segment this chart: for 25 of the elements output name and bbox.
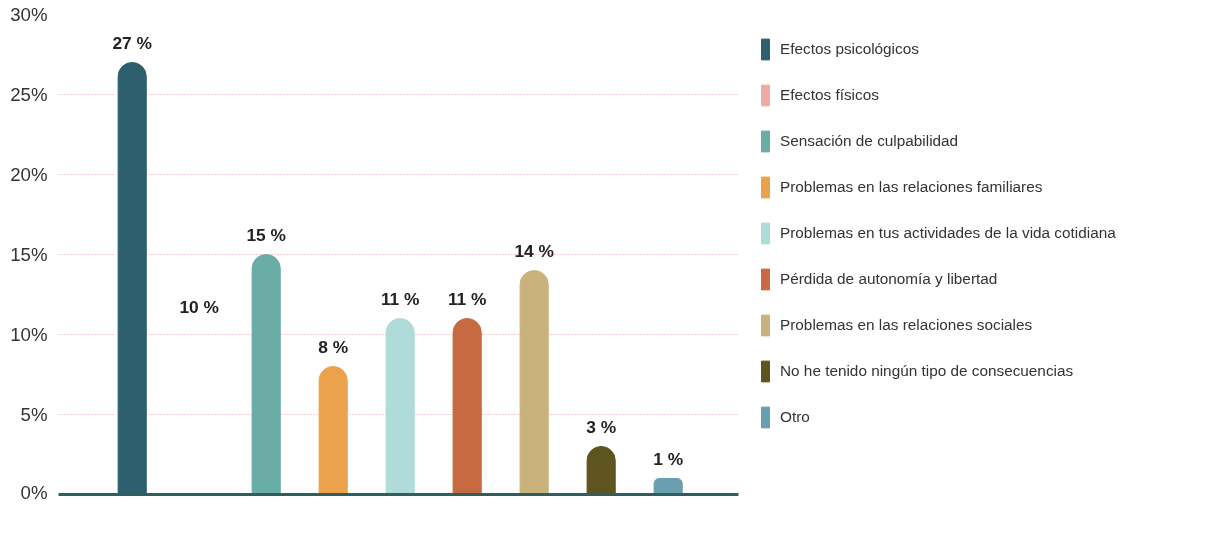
legend-label: Problemas en tus actividades de la vida cotidiana xyxy=(780,224,1116,242)
annotation: 10 % xyxy=(179,296,219,317)
data-label: 11 % xyxy=(380,288,420,309)
legend-label: Efectos psicológicos xyxy=(780,40,919,58)
legend-label: Otro xyxy=(780,408,810,426)
data-label: 3 % xyxy=(586,416,617,437)
legend-label: Pérdida de autonomía y libertad xyxy=(780,270,998,288)
data-label: 1 % xyxy=(653,448,684,469)
legend-label: Problemas en las relaciones sociales xyxy=(780,316,1033,334)
y-tick-label: 0% xyxy=(20,481,48,503)
legend-label: No he tenido ningún tipo de consecuencias xyxy=(780,362,1074,380)
data-label: 11 % xyxy=(447,288,487,309)
data-label: 8 % xyxy=(318,336,349,357)
y-tick-label: 20% xyxy=(10,164,48,185)
y-tick-label: 30% xyxy=(10,4,48,25)
y-tick-label: 10% xyxy=(10,324,48,345)
legend-label: Efectos físicos xyxy=(780,86,879,104)
y-tick-label: 5% xyxy=(20,404,48,425)
y-tick-label: 25% xyxy=(10,84,48,105)
y-tick-label: 15% xyxy=(10,244,48,265)
legend-label: Problemas en las relaciones familiares xyxy=(780,178,1043,196)
data-label: 15 % xyxy=(246,224,286,245)
data-label: 14 % xyxy=(514,240,554,261)
data-label: 27 % xyxy=(112,32,152,53)
legend-label: Sensación de culpabilidad xyxy=(780,132,959,150)
